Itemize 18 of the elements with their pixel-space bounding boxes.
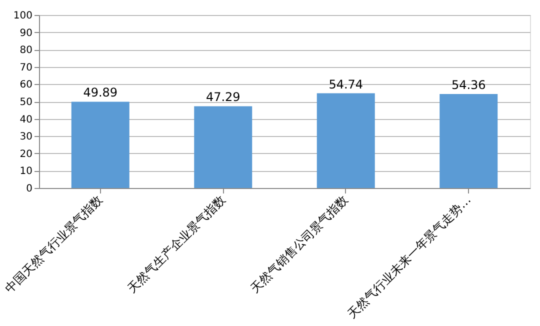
data-label: 54.36 [451, 78, 486, 92]
y-tick-label: 30 [20, 132, 32, 143]
y-tick-label: 60 [20, 80, 32, 91]
y-tick-label: 20 [20, 148, 32, 160]
y-tick-label: 0 [26, 184, 32, 194]
y-tick-label: 80 [20, 45, 32, 56]
y-tick-label: 50 [20, 97, 32, 108]
x-tick-label: 中国天然气行业景气指数 [2, 192, 106, 296]
data-label: 49.89 [83, 86, 118, 100]
data-label: 54.74 [328, 77, 364, 92]
y-tick-label: 70 [20, 62, 32, 74]
y-tick-label: 90 [20, 28, 32, 39]
y-tick-label: 40 [20, 114, 32, 126]
y-tick-label: 100 [13, 10, 32, 22]
x-tick-label: 天然气销售公司景气指数 [248, 192, 351, 296]
x-tick-label: 天然气生产企业景气指数 [124, 192, 228, 296]
y-tick-label: 10 [20, 166, 32, 178]
data-label: 47.29 [206, 90, 240, 104]
